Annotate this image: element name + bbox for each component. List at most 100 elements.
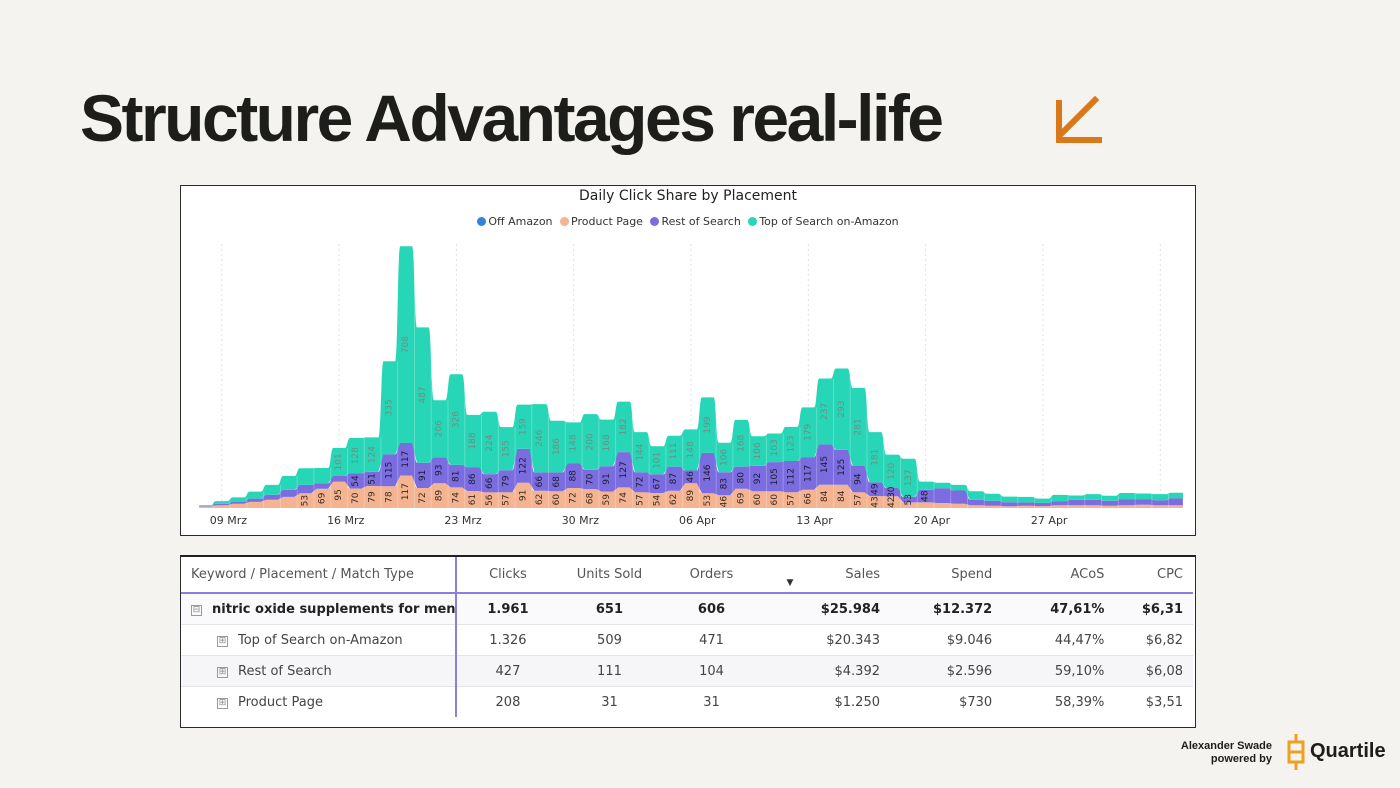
data-label: 179 (803, 423, 813, 440)
data-label: 74 (619, 492, 629, 504)
legend-item-top-of-search[interactable]: Top of Search on-Amazon (748, 215, 899, 228)
table-row[interactable]: ⊞ Rest of Search 427 111 104 $4.392 $2.596 59,1… (181, 655, 1193, 687)
data-label: 145 (820, 456, 830, 473)
data-label: 95 (334, 489, 344, 500)
cell-cpc: $6,08 (1114, 655, 1193, 687)
data-label: 159 (518, 418, 528, 435)
metrics-table: Keyword / Placement / Match Type Clicks … (181, 557, 1193, 717)
data-label: 89 (435, 490, 445, 502)
data-label: 117 (401, 451, 411, 468)
expand-icon[interactable]: ⊞ (217, 666, 228, 678)
cell-keyword: ⊞ Top of Search on-Amazon (181, 624, 458, 656)
x-tick-label: 16 Mrz (327, 514, 365, 527)
x-tick-label: 09 Mrz (210, 514, 248, 527)
data-label: 84 (837, 490, 847, 502)
column-header-sales-label: Sales (845, 567, 880, 582)
row-label: nitric oxide supplements for men (212, 601, 456, 617)
cell-cpc: $3,51 (1114, 686, 1193, 717)
table-row[interactable]: ⊟ nitric oxide supplements for men 1.961 65… (181, 592, 1193, 625)
expand-icon[interactable]: ⊞ (217, 697, 228, 709)
data-label: 83 (719, 478, 729, 489)
data-label: 101 (334, 453, 344, 470)
data-label: 237 (820, 403, 830, 420)
data-label: 60 (753, 494, 763, 506)
data-label: 123 (787, 435, 797, 452)
table-row[interactable]: ⊞ Product Page 208 31 31 $1.250 $730 58,39% $3,5… (181, 686, 1193, 717)
cell-acos: 58,39% (1002, 686, 1115, 717)
data-label: 80 (736, 472, 746, 484)
column-header-keyword[interactable]: Keyword / Placement / Match Type (181, 557, 458, 594)
data-label: 146 (703, 464, 713, 481)
data-label: 66 (803, 493, 813, 505)
data-label: 124 (368, 446, 378, 463)
chart-legend: Off Amazon Product Page Rest of Search T… (181, 215, 1195, 228)
data-label: 148 (569, 434, 579, 451)
cell-clicks: 208 (456, 686, 559, 717)
data-label: 46 (686, 471, 696, 483)
data-label: 335 (384, 399, 394, 416)
data-label: 708 (401, 336, 411, 353)
cell-keyword: ⊞ Rest of Search (181, 655, 458, 687)
sort-desc-icon[interactable]: ▼ (786, 578, 794, 588)
data-label: 105 (770, 468, 780, 485)
cell-spend: $12.372 (890, 592, 1003, 625)
data-label: 62 (535, 494, 545, 505)
data-label: 168 (736, 434, 746, 451)
data-label: 117 (401, 483, 411, 500)
data-label: 57 (636, 494, 646, 505)
column-header-spend[interactable]: Spend (890, 557, 1003, 594)
data-label: 89 (686, 490, 696, 502)
data-label: 78 (384, 491, 394, 503)
data-label: 60 (552, 494, 562, 506)
author-credit: Alexander Swade powered by (1181, 740, 1272, 766)
cell-units-sold: 111 (558, 655, 661, 687)
table-row[interactable]: ⊞ Top of Search on-Amazon 1.326 509 471 $20.3… (181, 624, 1193, 656)
data-label: 69 (317, 492, 327, 504)
data-label: 101 (653, 452, 663, 469)
column-header-units-sold[interactable]: Units Sold (558, 557, 661, 594)
collapse-icon[interactable]: ⊟ (191, 604, 202, 616)
x-tick-label: 13 Apr (796, 514, 833, 527)
quartile-logo-icon (1287, 734, 1305, 770)
data-label: 181 (870, 449, 880, 466)
powered-by: powered by (1210, 753, 1272, 765)
cell-acos: 59,10% (1002, 655, 1115, 687)
data-label: 106 (720, 449, 730, 466)
data-label: 53 (703, 495, 713, 506)
data-label: 93 (435, 465, 445, 476)
data-label: 57 (854, 494, 864, 505)
column-header-acos[interactable]: ACoS (1002, 557, 1115, 594)
legend-item-off-amazon[interactable]: Off Amazon (477, 215, 553, 228)
cell-sales: $25.984 (762, 592, 890, 625)
column-header-orders[interactable]: Orders (660, 557, 763, 594)
data-label: 46 (720, 496, 730, 508)
data-label: 69 (736, 492, 746, 504)
expand-icon[interactable]: ⊞ (217, 635, 228, 647)
data-label: 56 (485, 494, 495, 506)
cell-clicks: 1.961 (456, 592, 559, 625)
data-label: 326 (451, 411, 461, 428)
data-label: 94 (854, 473, 864, 485)
legend-label: Product Page (571, 215, 643, 228)
column-header-clicks[interactable]: Clicks (456, 557, 559, 594)
cell-sales: $20.343 (762, 624, 890, 656)
column-header-sales[interactable]: Sales ▼ (762, 557, 890, 594)
cell-cpc: $6,82 (1114, 624, 1193, 656)
data-label: 68 (552, 476, 562, 488)
data-label: 42 (887, 496, 897, 507)
column-header-cpc[interactable]: CPC (1114, 557, 1193, 594)
slide-title: Structure Advantages real-life (80, 81, 944, 155)
click-share-chart: Daily Click Share by Placement Off Amazo… (180, 185, 1196, 536)
data-label: 91 (518, 490, 528, 501)
data-label: 86 (468, 473, 478, 485)
legend-item-product-page[interactable]: Product Page (560, 215, 643, 228)
data-label: 67 (652, 478, 662, 489)
cell-clicks: 427 (456, 655, 559, 687)
data-label: 148 (686, 441, 696, 458)
x-tick-label: 06 Apr (679, 514, 716, 527)
data-label: 182 (619, 418, 629, 435)
legend-label: Top of Search on-Amazon (759, 215, 899, 228)
legend-item-rest-of-search[interactable]: Rest of Search (650, 215, 741, 228)
data-label: 74 (451, 492, 461, 504)
